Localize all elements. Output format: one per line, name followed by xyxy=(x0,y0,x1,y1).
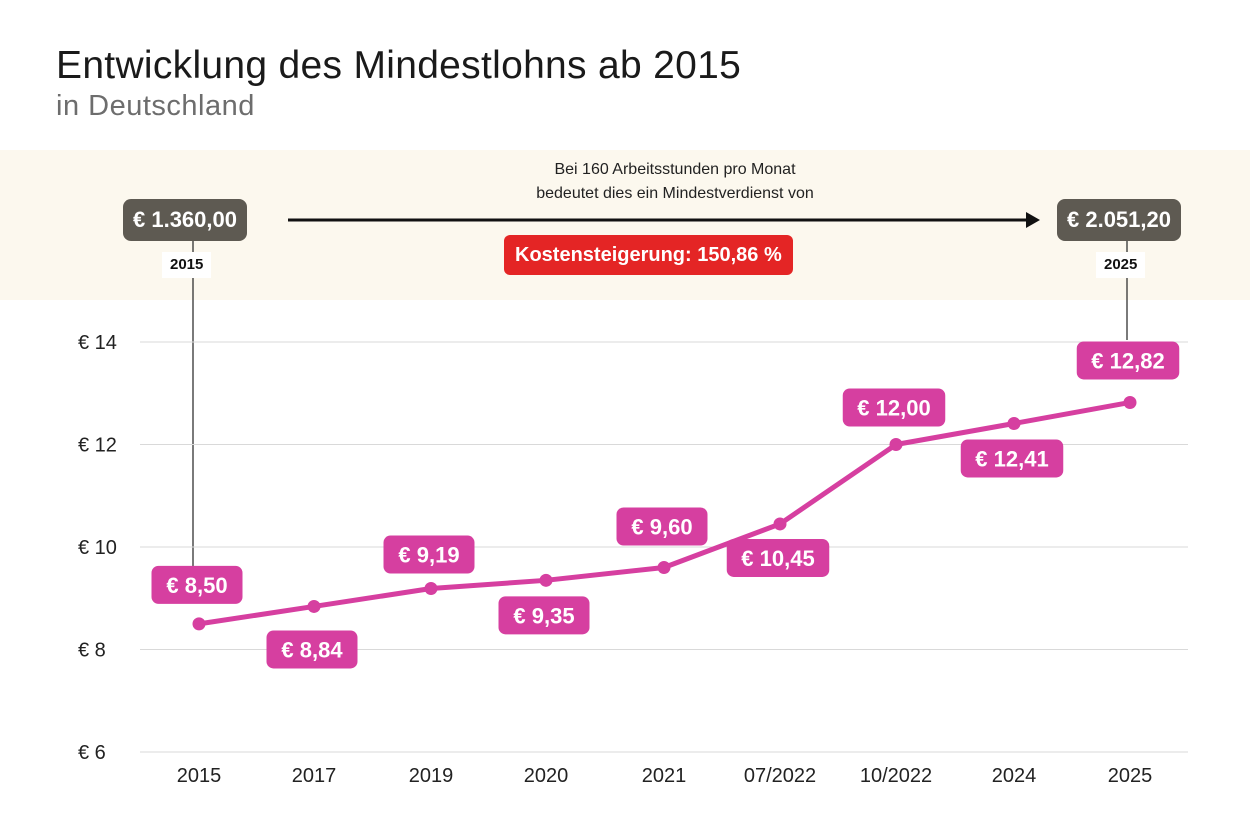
data-label-bg xyxy=(266,630,358,669)
data-label-text: € 10,45 xyxy=(741,546,814,571)
data-label-text: € 12,00 xyxy=(857,396,930,421)
data-label-text: € 12,41 xyxy=(975,446,1048,471)
data-label-bg xyxy=(616,507,708,546)
data-label: € 8,50 xyxy=(151,565,243,604)
data-label: € 12,00 xyxy=(842,388,946,427)
note-line-1: Bei 160 Arbeitsstunden pro Monat xyxy=(554,161,796,178)
y-tick-label: € 8 xyxy=(78,640,106,662)
data-label-text: € 9,60 xyxy=(631,515,692,540)
x-tick-label: 2015 xyxy=(177,765,222,787)
summary-note: Bei 160 Arbeitsstunden pro Monat bedeute… xyxy=(450,158,900,206)
x-tick-label: 2021 xyxy=(642,765,687,787)
data-label-text: € 8,84 xyxy=(281,637,343,662)
data-label-text: € 8,50 xyxy=(166,573,227,598)
y-tick-label: € 10 xyxy=(78,537,117,559)
data-label-bg xyxy=(383,535,475,574)
increase-badge: Kostensteigerung: 150,86 % xyxy=(504,235,793,275)
page-title: Entwicklung des Mindestlohns ab 2015 xyxy=(56,44,742,87)
end-year-tag: 2025 xyxy=(1096,252,1146,278)
data-label: € 12,82 xyxy=(1076,341,1180,380)
data-label-text: € 9,19 xyxy=(398,543,459,568)
x-tick-label: 2024 xyxy=(992,765,1037,787)
x-tick-label: 10/2022 xyxy=(860,765,932,787)
note-line-2: bedeutet dies ein Mindestverdienst von xyxy=(536,185,814,202)
page-subtitle: in Deutschland xyxy=(56,90,255,122)
data-point xyxy=(773,517,787,531)
data-point xyxy=(539,573,553,587)
data-point xyxy=(307,599,321,613)
data-point xyxy=(657,561,671,574)
x-tick-label: 2020 xyxy=(524,765,569,787)
data-label-bg xyxy=(960,439,1064,478)
data-label: € 8,84 xyxy=(266,630,358,669)
data-point xyxy=(1123,395,1137,409)
data-label: € 9,19 xyxy=(383,535,475,574)
y-tick-label: € 6 xyxy=(78,742,106,764)
data-label: € 10,45 xyxy=(726,538,830,577)
data-label-bg xyxy=(726,538,830,577)
data-point xyxy=(1007,416,1021,430)
data-label-text: € 9,35 xyxy=(513,603,574,628)
y-tick-label: € 12 xyxy=(78,435,117,457)
x-tick-label: 2025 xyxy=(1108,765,1153,787)
data-point xyxy=(192,617,206,631)
data-label-bg xyxy=(498,596,590,635)
data-point xyxy=(424,582,438,596)
data-label-text: € 12,82 xyxy=(1091,348,1164,373)
start-value-badge: € 1.360,00 xyxy=(123,199,247,241)
data-label: € 9,35 xyxy=(498,596,590,635)
end-value-badge: € 2.051,20 xyxy=(1057,199,1181,241)
data-label-bg xyxy=(151,565,243,604)
arrow-head-icon xyxy=(1026,212,1040,228)
x-tick-label: 2019 xyxy=(409,765,454,787)
x-tick-label: 07/2022 xyxy=(744,765,816,787)
start-year-tag: 2015 xyxy=(162,252,212,278)
data-label: € 12,41 xyxy=(960,439,1064,478)
data-label-bg xyxy=(1076,341,1180,380)
data-label-bg xyxy=(842,388,946,427)
x-tick-label: 2017 xyxy=(292,765,337,787)
y-tick-label: € 14 xyxy=(78,332,117,354)
data-point xyxy=(889,438,903,451)
data-label: € 9,60 xyxy=(616,507,708,546)
